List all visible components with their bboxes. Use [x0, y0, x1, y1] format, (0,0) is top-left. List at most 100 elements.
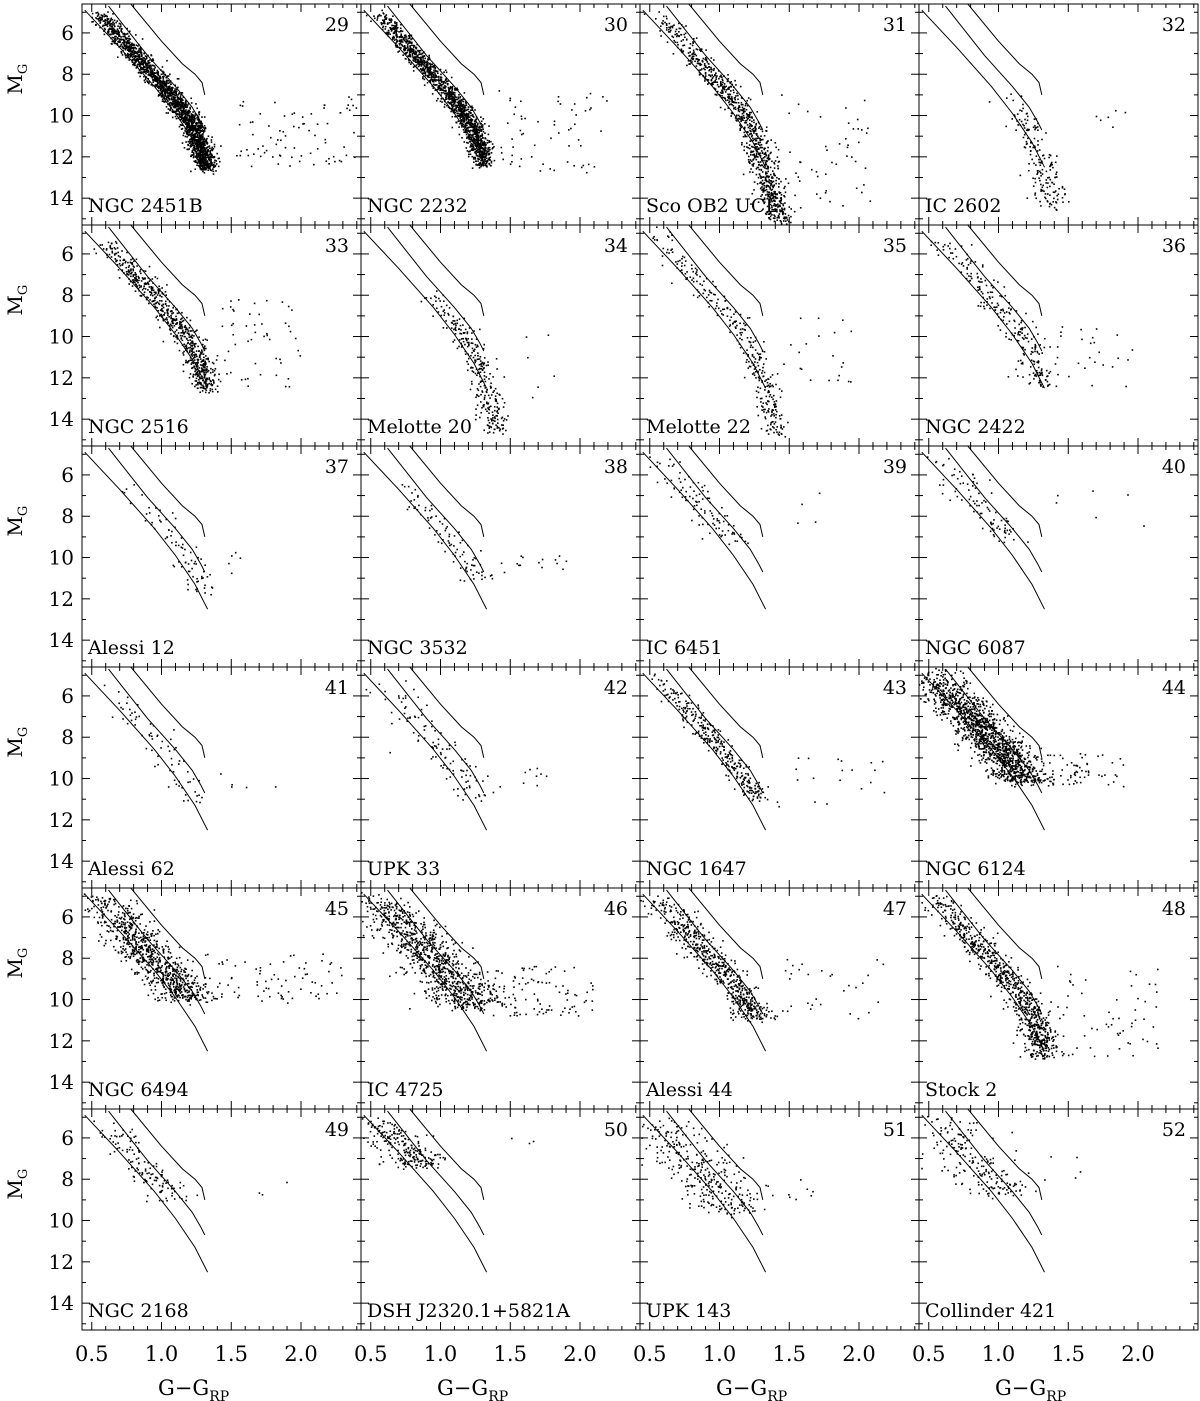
star-point [200, 169, 203, 171]
star-point [451, 109, 454, 111]
field-star-point [274, 101, 276, 104]
star-point [203, 147, 206, 150]
star-point [469, 122, 471, 124]
star-point [407, 42, 410, 44]
star-point [459, 96, 461, 99]
star-point [742, 110, 745, 112]
star-point [127, 53, 129, 55]
field-star-point [238, 123, 241, 126]
star-point [775, 182, 777, 185]
star-point [745, 103, 747, 105]
star-point [429, 67, 432, 69]
star-point [746, 118, 749, 120]
star-point [381, 9, 383, 12]
star-point [773, 192, 776, 195]
star-point [156, 79, 159, 81]
star-point [763, 185, 766, 187]
star-point [177, 78, 180, 80]
panel-number: 30 [604, 14, 628, 36]
star-point [169, 81, 171, 84]
panel-content [84, 225, 302, 394]
star-point [773, 161, 775, 164]
star-point [444, 85, 446, 87]
star-point [482, 156, 484, 159]
star-point [179, 113, 181, 116]
star-point [92, 20, 94, 23]
star-point [763, 187, 765, 189]
star-point [131, 43, 134, 46]
star-point [117, 25, 119, 27]
star-point [765, 130, 767, 132]
star-point [204, 157, 207, 159]
star-point [385, 14, 388, 16]
star-point [202, 144, 204, 146]
field-star-point [298, 126, 300, 129]
star-point [203, 140, 205, 143]
star-point [752, 165, 754, 167]
star-point [96, 17, 98, 20]
star-point [691, 53, 694, 55]
star-point [480, 164, 483, 166]
panel-ticks [640, 4, 919, 225]
star-point [188, 148, 190, 150]
star-point [404, 40, 407, 43]
star-point [198, 146, 200, 149]
star-point [188, 124, 190, 126]
star-point [478, 162, 480, 165]
star-point [760, 168, 762, 171]
star-point [479, 149, 481, 151]
star-point [423, 62, 426, 64]
star-point [409, 37, 411, 39]
star-point [112, 40, 114, 43]
star-point [1035, 164, 1037, 166]
star-point [198, 142, 201, 145]
star-point [166, 99, 169, 101]
star-point [749, 127, 751, 130]
star-point [465, 124, 467, 126]
star-point [382, 13, 385, 15]
star-point [760, 176, 762, 178]
star-point [467, 106, 470, 108]
star-point [782, 203, 784, 205]
star-point [203, 156, 205, 158]
star-point [488, 141, 490, 143]
star-point [767, 158, 770, 160]
star-point [765, 213, 768, 216]
star-point [395, 42, 397, 44]
star-point [458, 133, 461, 136]
star-point [400, 30, 402, 33]
star-point [150, 84, 153, 86]
star-point [212, 173, 215, 175]
star-point [192, 144, 194, 146]
star-point [396, 44, 399, 47]
star-point [433, 65, 435, 68]
star-point [177, 86, 179, 89]
field-star-point [851, 156, 853, 158]
star-point [124, 44, 126, 46]
star-point [755, 152, 758, 154]
star-point [179, 96, 182, 98]
star-point [741, 97, 743, 99]
star-point [196, 157, 198, 160]
star-point [104, 24, 107, 26]
star-point [490, 152, 493, 154]
star-point [131, 42, 133, 45]
field-star-point [522, 132, 525, 135]
star-point [759, 175, 762, 177]
star-point [180, 106, 182, 109]
star-point [177, 117, 180, 120]
star-point [480, 139, 482, 142]
field-star-point [345, 154, 348, 157]
panel-number: 32 [1162, 14, 1186, 36]
star-point [462, 110, 464, 113]
star-point [465, 104, 468, 106]
star-point [408, 48, 410, 51]
star-point [482, 158, 484, 161]
star-point [762, 166, 765, 168]
field-star-point [343, 146, 345, 148]
star-point [1040, 190, 1042, 192]
star-point [763, 201, 766, 203]
star-point [486, 152, 488, 154]
star-point [744, 122, 746, 124]
field-star-point [314, 134, 316, 137]
